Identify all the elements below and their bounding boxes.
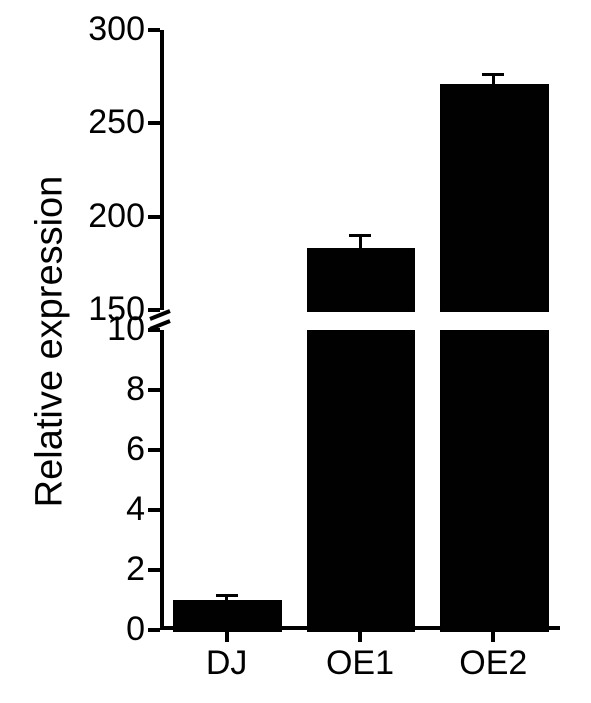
xtick-label: OE2 <box>443 644 543 683</box>
y-axis-lower <box>160 330 164 630</box>
error-cap <box>349 234 371 237</box>
error-cap <box>216 594 238 597</box>
ytick-label: 4 <box>65 490 145 529</box>
error-cap <box>482 73 504 76</box>
axis-break <box>148 306 172 334</box>
ytick-label: 0 <box>65 610 145 649</box>
ytick-mark <box>148 568 160 572</box>
y-axis-upper <box>160 30 164 310</box>
xtick-label: OE1 <box>310 644 410 683</box>
ytick-label: 6 <box>65 430 145 469</box>
error-stem <box>359 235 362 248</box>
ytick-mark <box>148 628 160 632</box>
xtick-label: DJ <box>177 644 277 683</box>
ytick-mark <box>148 508 160 512</box>
ytick-label: 300 <box>65 10 145 49</box>
bar <box>173 600 282 632</box>
ytick-label: 250 <box>65 103 145 142</box>
ytick-mark <box>148 215 160 219</box>
ytick-label: 200 <box>65 197 145 236</box>
bar-lower-segment <box>440 330 549 632</box>
ytick-label: 8 <box>65 370 145 409</box>
chart-container: Relative expression 0246810150200250300D… <box>0 0 591 703</box>
ytick-label: 150 <box>65 290 145 329</box>
bar-lower-segment <box>307 330 416 632</box>
ytick-mark <box>148 448 160 452</box>
ytick-mark <box>148 28 160 32</box>
ytick-label: 2 <box>65 550 145 589</box>
bar-upper-segment <box>307 248 416 312</box>
bar-upper-segment <box>440 84 549 312</box>
ytick-mark <box>148 121 160 125</box>
plot-area: 0246810150200250300DJOE1OE2 <box>160 30 560 630</box>
ytick-mark <box>148 388 160 392</box>
